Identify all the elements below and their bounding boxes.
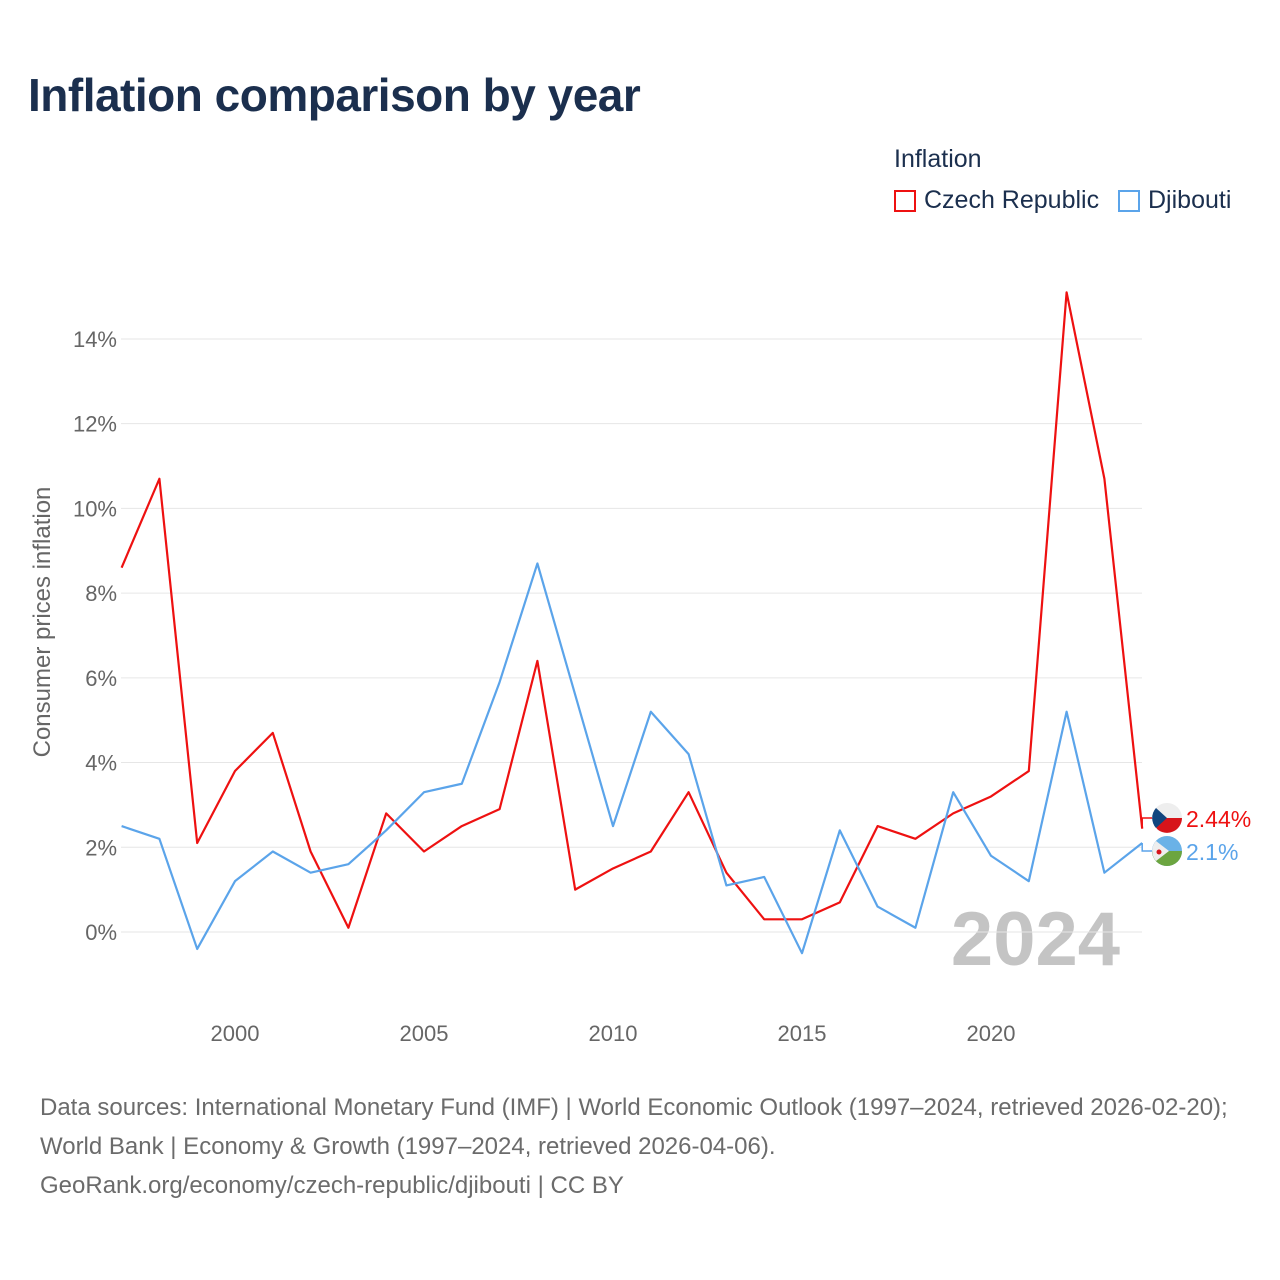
x-tick-label: 2005 <box>400 1021 449 1046</box>
y-tick-label: 8% <box>85 581 117 606</box>
legend-label: Czech Republic <box>924 186 1100 214</box>
end-value-label: 2.44% <box>1186 806 1251 832</box>
source-link[interactable]: GeoRank.org/economy/czech-republic/djibo… <box>40 1172 624 1199</box>
series-line-djibouti <box>121 562 1143 955</box>
x-tick-label: 2015 <box>778 1021 827 1046</box>
legend-title: Inflation <box>894 145 982 173</box>
y-tick-label: 6% <box>85 666 117 691</box>
legend-swatch <box>1118 189 1140 212</box>
end-connector <box>1141 817 1152 829</box>
y-tick-label: 4% <box>85 751 117 776</box>
y-tick-label: 14% <box>73 327 117 352</box>
series-line-czech-republic <box>120 291 1144 929</box>
end-value-label: 2.1% <box>1186 839 1238 865</box>
y-tick-label: 2% <box>85 835 117 860</box>
year-watermark: 2024 <box>951 897 1120 982</box>
x-tick-label: 2000 <box>211 1021 260 1046</box>
x-tick-label: 2010 <box>589 1021 638 1046</box>
legend-item-czech-republic[interactable]: Czech Republic <box>894 186 1099 215</box>
y-axis-label: Consumer prices inflation <box>29 487 56 758</box>
y-tick-label: 0% <box>85 920 117 945</box>
djibouti-flag-icon <box>1156 849 1162 855</box>
legend-item-djibouti[interactable]: Djibouti <box>1118 186 1231 215</box>
legend-label: Djibouti <box>1148 186 1232 214</box>
data-source-note: Data sources: International Monetary Fun… <box>40 1088 1250 1205</box>
legend-swatch <box>894 189 916 212</box>
y-tick-label: 12% <box>73 412 117 437</box>
y-tick-label: 10% <box>73 496 117 521</box>
chart-title: Inflation comparison by year <box>28 69 641 121</box>
x-tick-label: 2020 <box>967 1021 1016 1046</box>
czech-flag-icon <box>1152 808 1167 828</box>
source-text: Data sources: International Monetary Fun… <box>40 1094 1228 1160</box>
end-connector <box>1141 843 1152 852</box>
